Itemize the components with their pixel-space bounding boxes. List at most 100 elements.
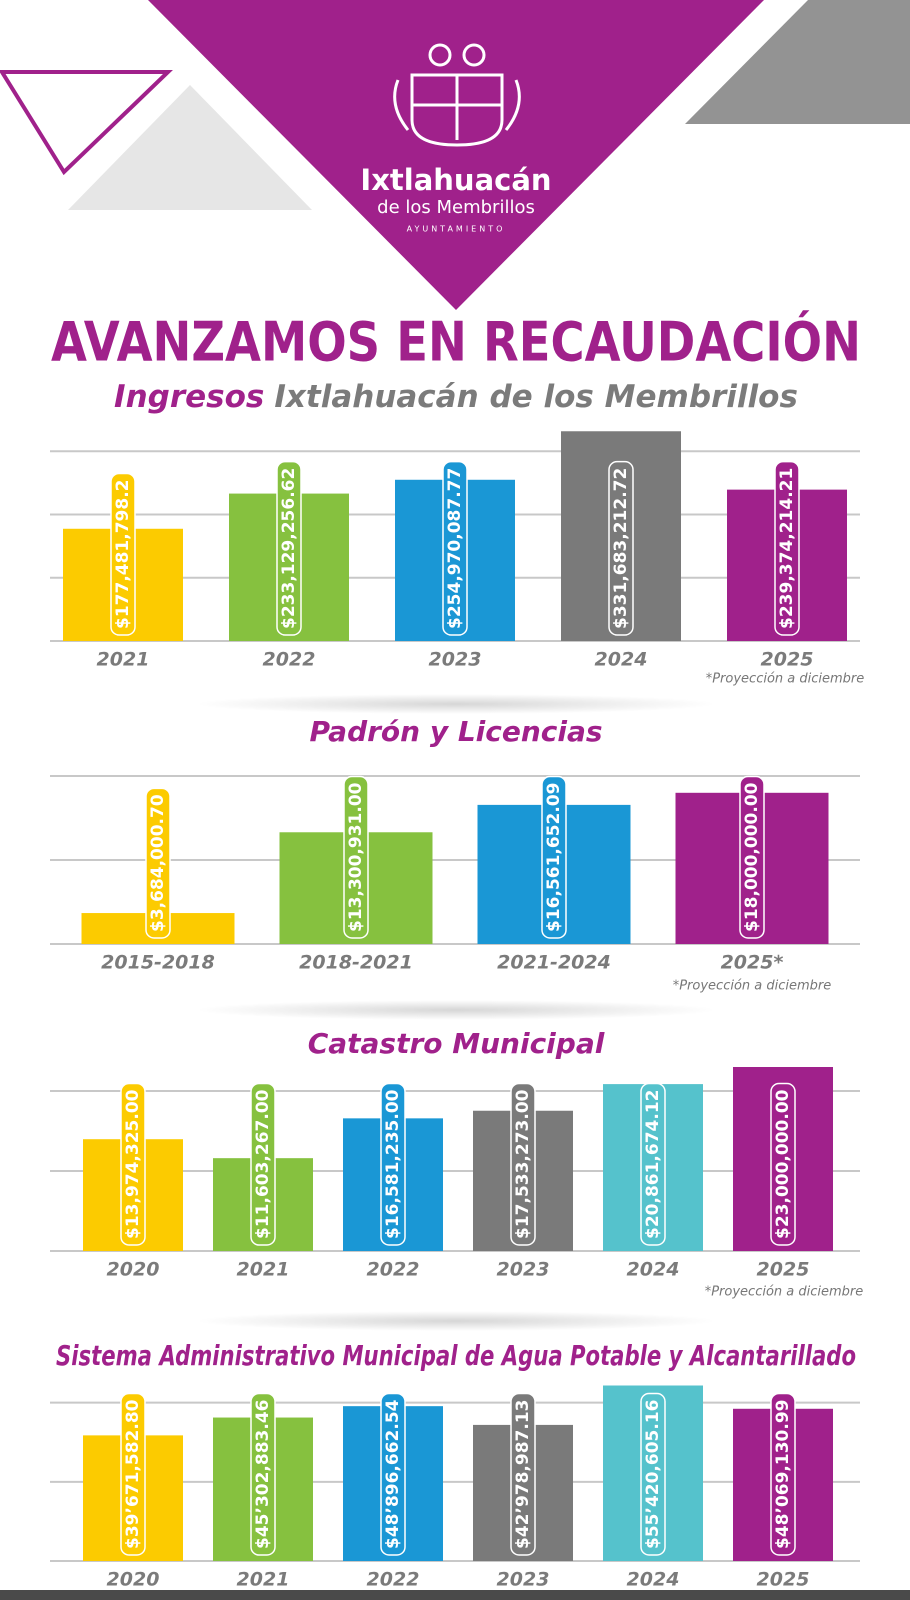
x-tick-label: 2020: [107, 1569, 160, 1591]
value-label-bg: [250, 1392, 276, 1556]
x-tick-label: 2022: [367, 1259, 420, 1281]
value-label-group: $42’978,987.13: [510, 1392, 536, 1556]
x-tick-label: 2021: [237, 1259, 290, 1281]
value-label-bg: [640, 1392, 666, 1556]
separator-shadow: [196, 1000, 716, 1020]
chart-title: Sistema Administrativo Municipal de Agua…: [56, 1339, 856, 1372]
value-label: $331,683,212.72: [611, 468, 631, 629]
value-label-bg: [640, 1082, 666, 1246]
x-tick-label: 2023: [429, 649, 482, 671]
value-label-group: $13,974,325.00: [120, 1082, 146, 1246]
value-label-bg: [120, 1082, 146, 1246]
value-label: $48’069,130.99: [773, 1400, 793, 1550]
value-label-group: $233,129,256.62: [276, 460, 302, 636]
x-tick-label: 2023: [497, 1259, 550, 1281]
deco-triangle: [68, 85, 312, 210]
x-tick-label: 2023: [497, 1569, 550, 1591]
value-label-bg: [380, 1392, 406, 1556]
x-tick-label: 2015-2018: [101, 952, 215, 974]
x-tick-label: 2021: [237, 1569, 290, 1591]
value-label-group: $20,861,674.12: [640, 1082, 666, 1246]
logo-tag: AYUNTAMIENTO: [407, 225, 506, 234]
value-label-group: $39’671,582.80: [120, 1392, 146, 1556]
value-label-bg: [774, 460, 800, 636]
value-label: $13,300,931.00: [346, 782, 366, 932]
value-label: $45’302,883.46: [253, 1400, 273, 1550]
value-label: $13,974,325.00: [123, 1089, 143, 1239]
deco-triangle-outline: [0, 70, 173, 176]
value-label-bg: [770, 1392, 796, 1556]
value-label-group: $55’420,605.16: [640, 1392, 666, 1556]
x-tick-label: 2022: [367, 1569, 420, 1591]
value-label-bg: [145, 787, 171, 939]
value-label: $254,970,087.77: [445, 468, 465, 629]
value-label-group: $48’896,662.54: [380, 1392, 406, 1556]
value-label-bg: [120, 1392, 146, 1556]
value-label-group: $45’302,883.46: [250, 1392, 276, 1556]
x-tick-label: 2024: [627, 1569, 680, 1591]
deco-triangle: [685, 0, 910, 124]
value-label: $233,129,256.62: [279, 468, 299, 629]
x-tick-label: 2021: [97, 649, 150, 671]
value-label-group: $11,603,267.00: [250, 1082, 276, 1246]
value-label-bg: [380, 1082, 406, 1246]
value-label: $3,684,000.70: [148, 794, 168, 932]
logo-name: Ixtlahuacán: [360, 163, 551, 197]
value-label-bg: [276, 460, 302, 636]
x-tick-label: 2024: [627, 1259, 680, 1281]
value-label: $18,000,000.00: [742, 782, 762, 932]
main-title: AVANZAMOS EN RECAUDACIÓN: [51, 311, 861, 374]
value-label-bg: [110, 472, 136, 636]
x-tick-label: 2025: [757, 1569, 810, 1591]
value-label: $39’671,582.80: [123, 1399, 143, 1549]
value-label: $239,374,214.21: [777, 468, 797, 629]
value-label: $55’420,605.16: [643, 1400, 663, 1550]
chart-title: Padrón y Licencias: [309, 715, 602, 748]
value-label: $17,533,273.00: [513, 1089, 533, 1239]
value-label: $23,000,000.00: [773, 1089, 793, 1239]
x-tick-label: 2020: [107, 1259, 160, 1281]
value-label: $48’896,662.54: [383, 1399, 403, 1549]
footnote: *Proyección a diciembre: [706, 672, 865, 687]
value-label-group: $3,684,000.70: [145, 787, 171, 939]
logo: [393, 43, 521, 147]
subtitle-part: Ingresos: [114, 379, 264, 415]
value-label-group: $13,300,931.00: [343, 775, 369, 939]
value-label-bg: [442, 460, 468, 636]
subtitle-part: Ixtlahuacán de los Membrillos: [274, 379, 798, 415]
value-label-bg: [510, 1082, 536, 1246]
value-label-group: $16,581,235.00: [380, 1082, 406, 1246]
value-label-group: $177,481,798.2: [110, 472, 136, 636]
header-banner: [148, 0, 764, 310]
value-label-bg: [739, 775, 765, 939]
x-tick-label: 2021-2024: [497, 952, 611, 974]
value-label-group: $16,561,652.09: [541, 775, 567, 939]
value-label: $16,581,235.00: [383, 1089, 403, 1239]
value-label-group: $254,970,087.77: [442, 460, 468, 636]
value-label-group: $23,000,000.00: [770, 1082, 796, 1246]
separator-shadow: [196, 1311, 716, 1331]
value-label-bg: [343, 775, 369, 939]
logo-sub: de los Membrillos: [377, 197, 535, 218]
chart-title: Catastro Municipal: [308, 1027, 605, 1060]
value-label-group: $48’069,130.99: [770, 1392, 796, 1556]
value-label: $16,561,652.09: [544, 783, 564, 933]
subtitle: Ingresos Ixtlahuacán de los Membrillos: [114, 379, 798, 415]
value-label-bg: [608, 460, 634, 636]
value-label: $11,603,267.00: [253, 1089, 273, 1239]
separator-shadow: [196, 694, 716, 714]
x-tick-label: 2018-2021: [299, 952, 413, 974]
value-label-bg: [510, 1392, 536, 1556]
x-tick-label: 2024: [595, 649, 648, 671]
x-tick-label: 2025*: [721, 952, 784, 974]
value-label-bg: [770, 1082, 796, 1246]
footnote: *Proyección a diciembre: [673, 979, 832, 994]
footnote: *Proyección a diciembre: [705, 1285, 864, 1300]
value-label-group: $239,374,214.21: [774, 460, 800, 636]
x-tick-label: 2025: [757, 1259, 810, 1281]
value-label-group: $331,683,212.72: [608, 460, 634, 636]
value-label: $20,861,674.12: [643, 1090, 663, 1240]
x-tick-label: 2022: [263, 649, 316, 671]
x-tick-label: 2025: [761, 649, 814, 671]
